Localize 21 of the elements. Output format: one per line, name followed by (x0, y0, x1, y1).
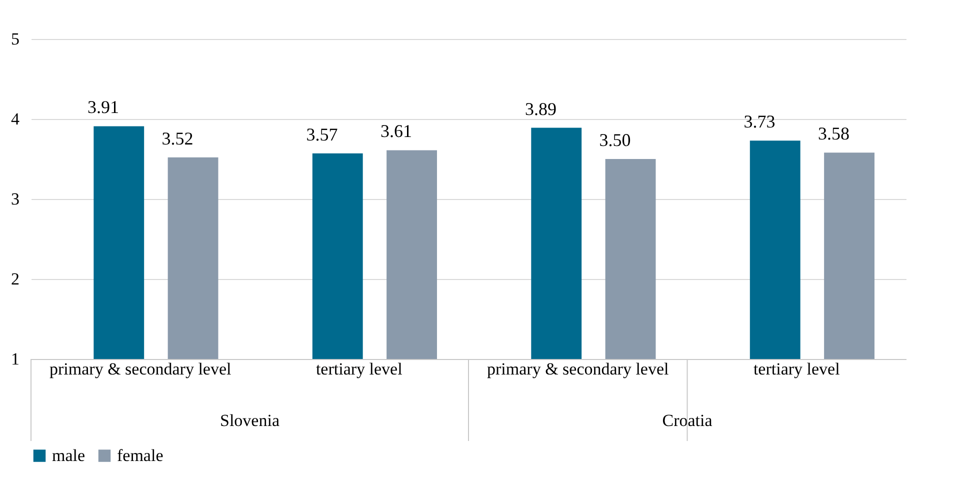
x-tick-label: primary & secondary level (50, 360, 232, 378)
y-tick-label: 1 (11, 350, 20, 368)
data-label: 3.89 (525, 98, 557, 119)
x-tick-label: primary & secondary level (487, 360, 670, 378)
y-tick-label: 5 (11, 30, 20, 48)
legend-label: male (52, 446, 86, 465)
y-tick-label: 2 (11, 270, 20, 288)
data-label: 3.52 (162, 128, 194, 148)
y-tick-label: 4 (11, 110, 20, 128)
data-label: 3.73 (744, 112, 776, 132)
data-label: 3.57 (306, 124, 338, 144)
x-tick-label: tertiary level (753, 360, 840, 378)
text: Slovenia (220, 411, 280, 430)
data-label: 3.91 (88, 97, 120, 118)
y-tick-label: 3 (11, 190, 20, 208)
data-label: 3.50 (599, 130, 631, 150)
legend-label: female (117, 446, 164, 465)
data-label: 3.58 (818, 124, 850, 144)
data-label: 3.61 (380, 121, 412, 142)
x-tick-label: tertiary level (316, 360, 403, 378)
text: Croatia (662, 411, 713, 430)
